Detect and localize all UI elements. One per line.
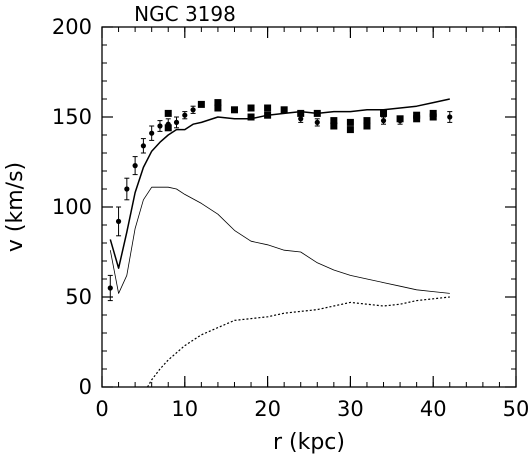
data-point: [314, 119, 320, 125]
data-point-square: [264, 104, 272, 112]
data-point-square: [429, 109, 437, 117]
series-0: [107, 105, 453, 302]
series-2: [109, 98, 450, 269]
data-point: [124, 186, 130, 192]
x-tick-label: 20: [254, 397, 281, 421]
x-tick-label: 50: [503, 397, 530, 421]
tick-labels: 0 10 20 30 40 50 0 50 100 150 200: [52, 15, 529, 421]
series-3: [109, 186, 450, 294]
data-point-square: [346, 126, 354, 134]
x-tick-label: 40: [420, 397, 447, 421]
data-point-square: [413, 115, 421, 123]
y-tick-label: 200: [52, 15, 92, 39]
y-tick-label: 0: [79, 375, 92, 399]
plot-frame: [101, 26, 517, 388]
x-tick-label: 30: [337, 397, 364, 421]
data-point-square: [363, 122, 371, 130]
x-tick-label: 0: [95, 397, 108, 421]
data-point-square: [214, 104, 222, 112]
x-axis-label: r (kpc): [273, 430, 345, 455]
data-point: [157, 123, 163, 129]
data-point-square: [330, 117, 338, 125]
series-layer: [107, 98, 453, 388]
data-point-square: [429, 113, 437, 121]
x-tick-label: 10: [171, 397, 198, 421]
data-point: [107, 285, 113, 291]
model-line: [109, 186, 450, 294]
data-point: [173, 119, 180, 125]
data-point-square: [247, 113, 255, 121]
data-point-square: [413, 111, 421, 119]
data-point-square: [346, 118, 354, 126]
dotted-model-line: [146, 296, 450, 388]
data-point-square: [214, 99, 222, 107]
data-point-square: [280, 106, 288, 114]
series-4: [146, 296, 450, 388]
data-point-square: [164, 124, 172, 132]
y-axis-label: v (km/s): [3, 162, 28, 252]
data-point-square: [230, 106, 238, 114]
y-tick-label: 50: [65, 285, 92, 309]
chart-title: NGC 3198: [134, 2, 236, 26]
model-line: [109, 98, 450, 269]
data-point: [190, 107, 196, 113]
axis-ticks: [101, 26, 517, 388]
data-point-square: [197, 100, 205, 108]
data-point-square: [247, 104, 255, 112]
data-point-square: [164, 109, 172, 117]
data-point-square: [330, 122, 338, 130]
data-point: [298, 116, 304, 122]
data-point: [380, 118, 387, 124]
data-point: [182, 112, 188, 118]
series-1: [164, 99, 437, 134]
y-tick-label: 150: [52, 105, 92, 129]
data-point-square: [380, 109, 388, 117]
data-point-square: [363, 117, 371, 125]
data-point: [447, 114, 453, 120]
y-tick-label: 100: [52, 195, 92, 219]
data-point: [140, 143, 146, 149]
data-point: [115, 218, 122, 224]
data-point-square: [297, 109, 305, 117]
data-point: [149, 130, 155, 136]
data-point-square: [396, 115, 404, 123]
data-point: [132, 163, 138, 169]
